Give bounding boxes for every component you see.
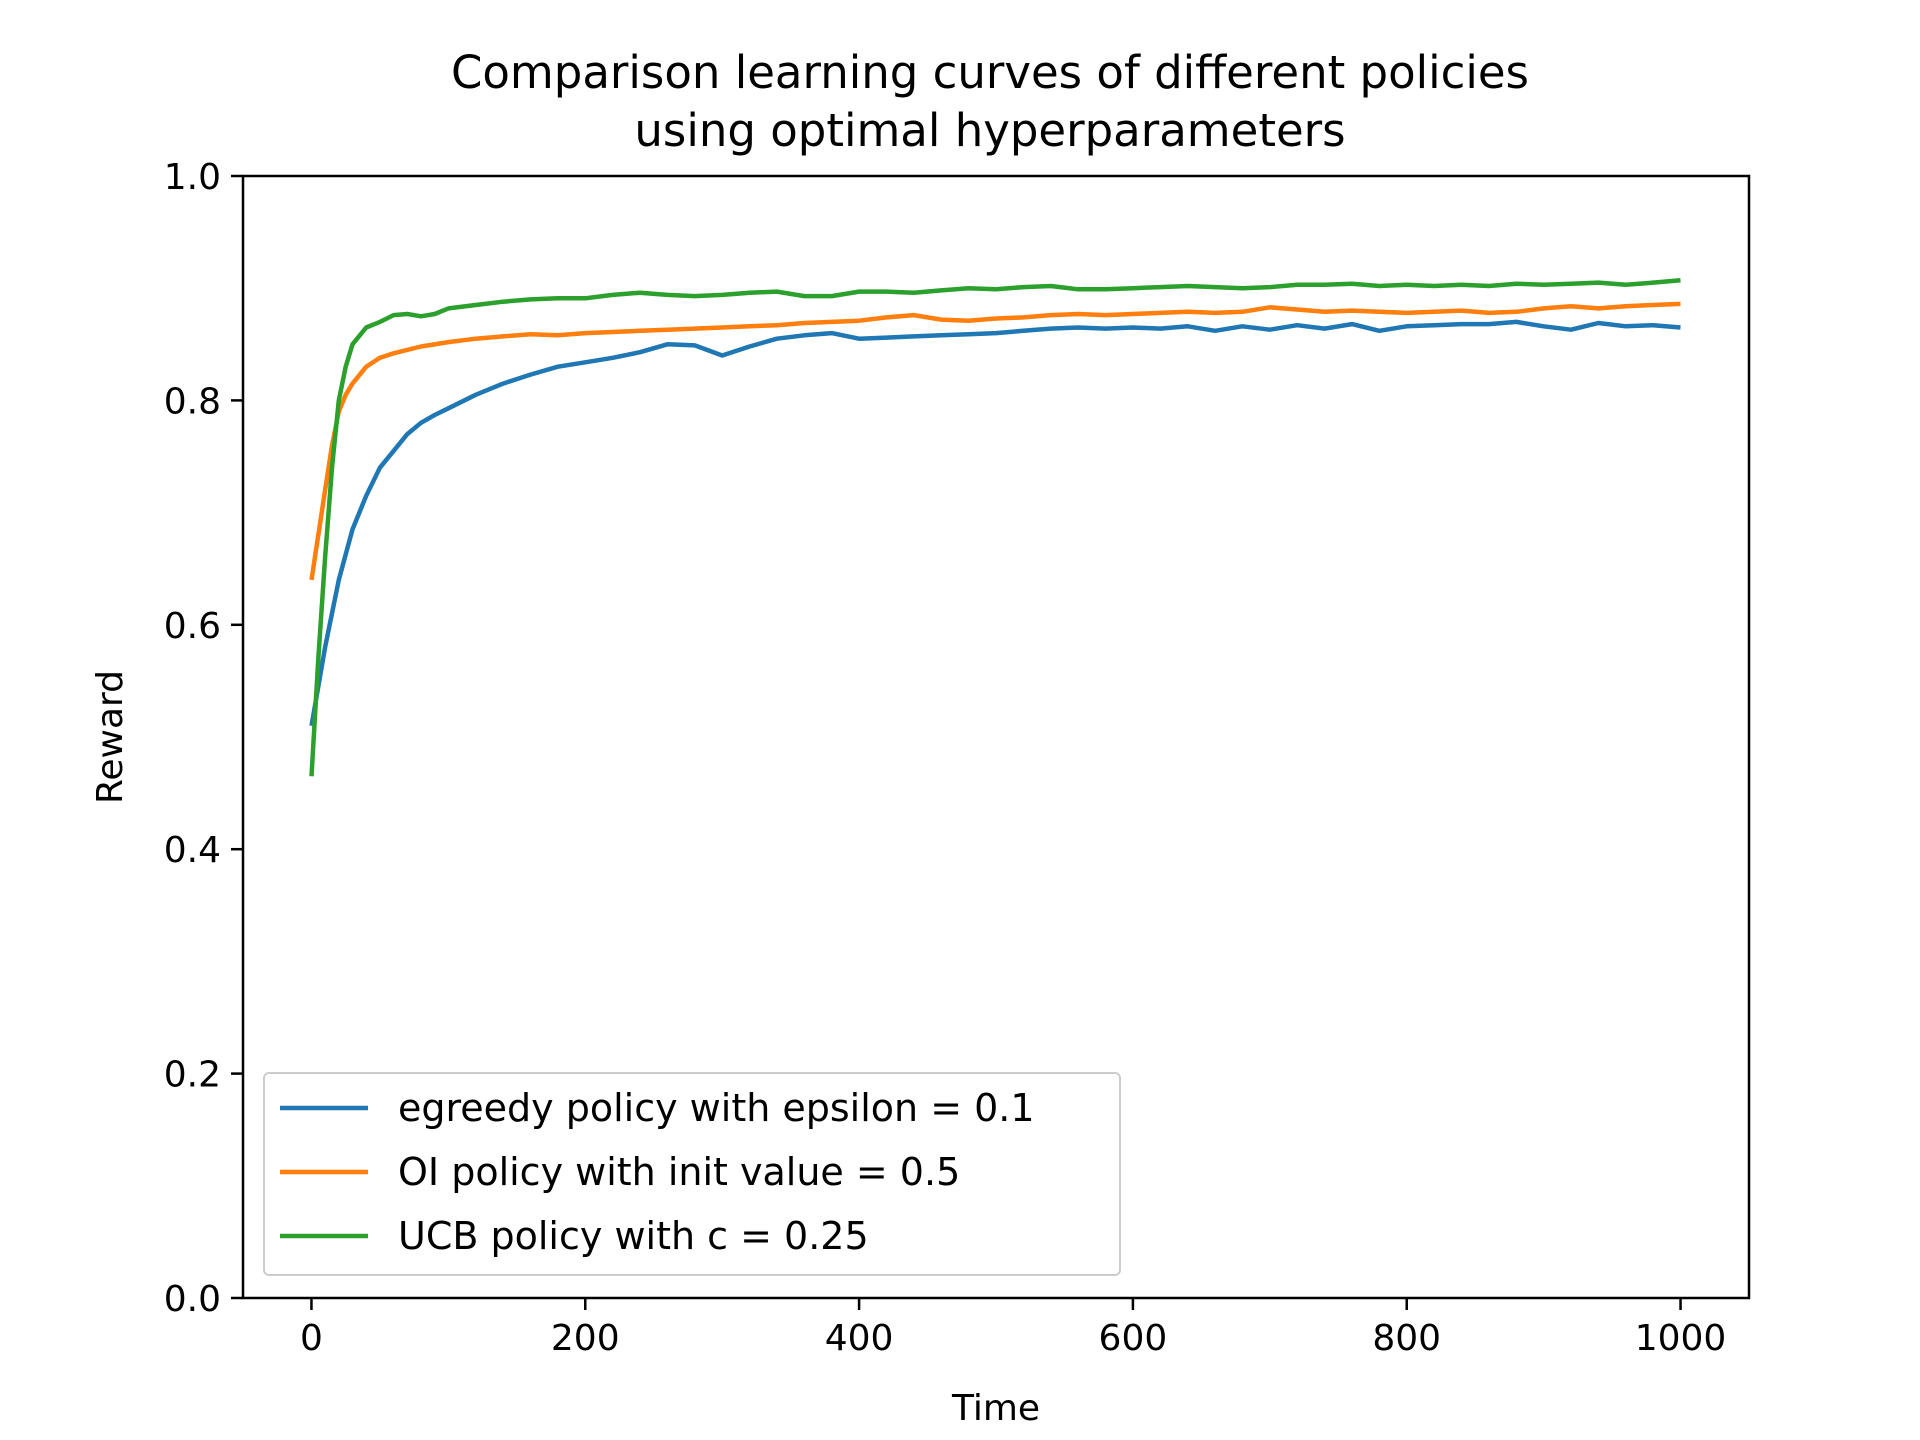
legend-label-ucb: UCB policy with c = 0.25 [398,1214,869,1258]
y-tick-label: 0.0 [164,1279,221,1320]
chart-title-line-1: Comparison learning curves of different … [451,46,1529,99]
axis-ticks: 0 200 400 600 800 1000 0.0 0.2 0.4 0.6 0.8 1.0 [164,157,1727,1359]
chart-title: Comparison learning curves of different … [451,46,1529,157]
y-tick-label: 1.0 [164,157,221,198]
legend-label-oi: OI policy with init value = 0.5 [398,1150,960,1194]
plot-frame [241,174,1751,1300]
y-tick-label: 0.6 [164,606,221,647]
x-tick-label: 800 [1372,1318,1441,1359]
series-line-2 [309,301,1681,581]
x-tick-label: 400 [825,1318,894,1359]
y-tick-label: 0.8 [164,381,221,422]
y-axis-label: Reward [90,670,131,804]
y-tick-label: 0.4 [164,830,221,871]
legend-label-egreedy: egreedy policy with epsilon = 0.1 [398,1086,1035,1130]
legend-frame [263,1072,1121,1276]
chart-title-line-2: using optimal hyperparameters [634,104,1345,157]
x-tick-label: 200 [551,1318,620,1359]
y-tick-label: 0.2 [164,1055,221,1096]
series-line-1 [309,319,1681,727]
x-axis-label: Time [951,1388,1040,1429]
series-layer [309,278,1681,777]
x-tick-label: 600 [1099,1318,1168,1359]
x-tick-label: 1000 [1635,1318,1727,1359]
legend: egreedy policy with epsilon = 0.1 OI pol… [263,1072,1121,1276]
series-line-3 [309,278,1681,777]
x-tick-label: 0 [300,1318,323,1359]
